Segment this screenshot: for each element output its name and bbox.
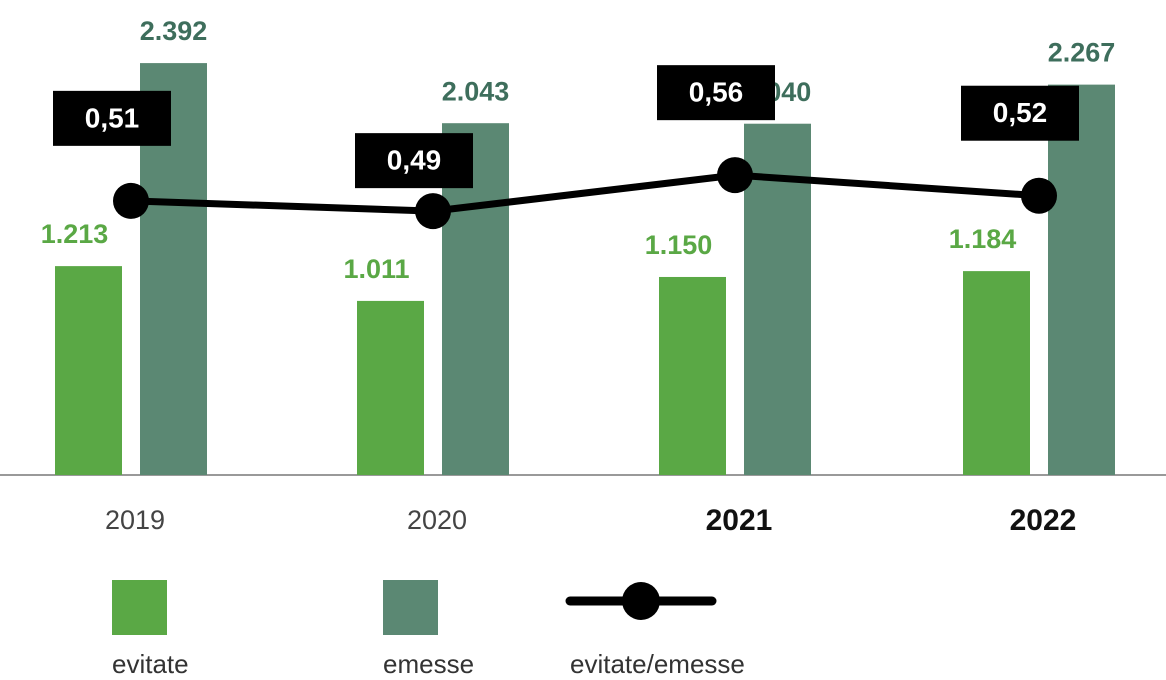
legend-label: evitate	[112, 649, 189, 679]
legend-swatch	[112, 580, 167, 635]
line	[130, 171, 1040, 215]
bar	[1048, 84, 1115, 476]
value-label: 1.150	[645, 230, 713, 260]
line-point	[717, 157, 753, 194]
legend-label: evitate/emesse	[570, 649, 745, 679]
bar	[357, 300, 424, 475]
value-label-box	[355, 133, 473, 189]
value-label: 0,49	[387, 145, 442, 176]
line-point	[1021, 177, 1057, 214]
value-label: 2.267	[1048, 38, 1116, 68]
bar	[963, 271, 1030, 475]
bar	[659, 276, 726, 475]
value-label: 1.213	[41, 219, 109, 249]
value-label: 0,56	[689, 77, 744, 108]
value-label: 1.011	[343, 254, 409, 284]
legend-label: emesse	[383, 649, 474, 679]
x-tick-label: 2022	[1010, 504, 1077, 537]
line-point	[113, 182, 149, 219]
value-label: 2.392	[140, 16, 208, 46]
line-point	[415, 193, 451, 230]
value-label: 0,52	[993, 97, 1048, 128]
x-tick-label: 2019	[105, 505, 165, 535]
legend-swatch	[383, 580, 438, 635]
x-tick-label: 2021	[706, 504, 773, 537]
value-label: 1.184	[949, 224, 1017, 254]
value-label: 0,51	[85, 102, 140, 133]
legend-marker	[622, 582, 660, 620]
x-tick-label: 2020	[407, 505, 467, 535]
value-label: 2.043	[442, 76, 510, 106]
bar	[55, 266, 122, 475]
value-label-box	[657, 65, 775, 121]
value-label-box	[961, 85, 1079, 141]
value-label-box	[53, 90, 171, 146]
